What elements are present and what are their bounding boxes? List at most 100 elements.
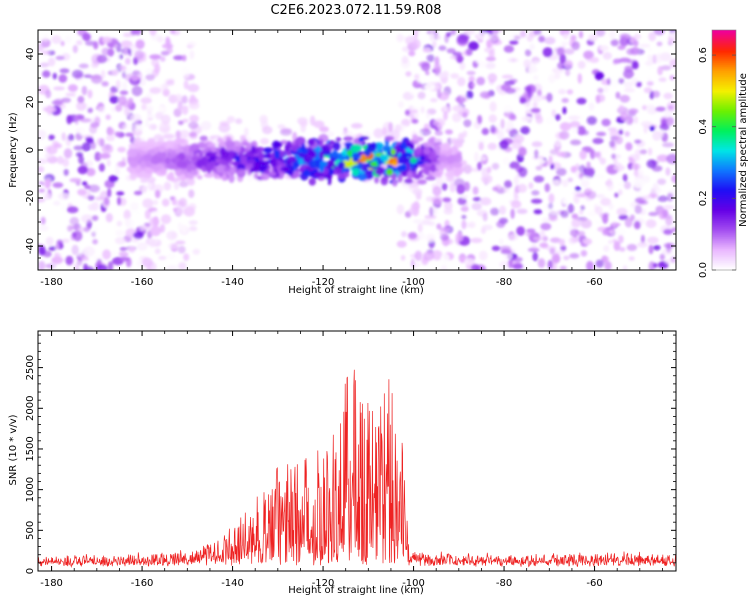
- heatmap-cell: [408, 232, 418, 240]
- x-tick-label: -140: [221, 578, 244, 589]
- colorbar-cell: [712, 72, 736, 75]
- heatmap-cell: [533, 209, 543, 215]
- heatmap-cell: [67, 84, 78, 92]
- heatmap-cell: [352, 167, 359, 177]
- heatmap-cell: [87, 203, 96, 211]
- heatmap-cell: [374, 168, 385, 176]
- heatmap-cell: [662, 142, 674, 148]
- colorbar-cell: [712, 74, 736, 77]
- heatmap-cell: [42, 33, 49, 43]
- heatmap-cell: [414, 160, 424, 166]
- heatmap-cell: [62, 158, 70, 167]
- heatmap-cell: [122, 32, 133, 38]
- heatmap-cell: [433, 118, 446, 127]
- heatmap-cell: [197, 175, 203, 180]
- heatmap-cell: [491, 245, 501, 251]
- heatmap-cell: [408, 207, 418, 216]
- heatmap-cell: [73, 145, 84, 151]
- heatmap-cell: [600, 197, 611, 206]
- heatmap-cell: [528, 182, 534, 190]
- heatmap-cell: [562, 106, 567, 115]
- colorbar-cell: [712, 124, 736, 127]
- x-tick-label: -100: [402, 578, 425, 589]
- colorbar-cell: [712, 46, 736, 49]
- heatmap-cell: [199, 135, 208, 142]
- heatmap-cell: [163, 181, 172, 191]
- heatmap-cell: [523, 59, 531, 69]
- heatmap-cell: [130, 113, 142, 123]
- heatmap-cell: [244, 127, 249, 137]
- heatmap-cell: [61, 203, 66, 213]
- heatmap-cell: [72, 69, 84, 79]
- snr-xlabel: Height of straight line (km): [288, 585, 424, 596]
- y-tick-label: 1500: [25, 436, 36, 461]
- heatmap-cell: [445, 154, 455, 164]
- heatmap-cell: [107, 188, 112, 198]
- heatmap-cell: [38, 245, 46, 256]
- heatmap-cell: [158, 137, 165, 143]
- heatmap-cell: [151, 210, 161, 215]
- heatmap-cell: [556, 167, 567, 176]
- heatmap-cell: [524, 49, 532, 57]
- heatmap-cell: [419, 155, 425, 161]
- heatmap-cell: [94, 151, 102, 162]
- heatmap-cell: [432, 186, 442, 196]
- x-tick-label: -160: [131, 277, 154, 288]
- heatmap-cell: [652, 263, 658, 268]
- heatmap-cell: [533, 75, 539, 81]
- heatmap-cell: [663, 228, 673, 235]
- heatmap-cell: [647, 107, 658, 115]
- colorbar-cell: [712, 104, 736, 107]
- heatmap-cell: [571, 213, 579, 220]
- heatmap-cell: [280, 166, 290, 172]
- colorbar-cell: [712, 202, 736, 205]
- heatmap-cell: [78, 155, 85, 165]
- heatmap-cell: [446, 165, 451, 172]
- heatmap-cell: [519, 30, 527, 38]
- heatmap-cell: [57, 192, 70, 200]
- heatmap-cell: [154, 248, 161, 255]
- heatmap-cell: [280, 128, 292, 136]
- heatmap-cell: [149, 30, 157, 36]
- heatmap-cell: [425, 233, 436, 243]
- heatmap-cell: [557, 62, 566, 70]
- heatmap-cell: [582, 238, 592, 245]
- y-tick-label: 40: [25, 48, 36, 61]
- colorbar-cell: [712, 108, 736, 111]
- heatmap-cell: [648, 244, 654, 255]
- colorbar-cell: [712, 258, 736, 261]
- colorbar-cell: [712, 172, 736, 175]
- colorbar-cell: [712, 130, 736, 133]
- heatmap-cell: [51, 256, 63, 265]
- x-tick-label: -80: [496, 578, 512, 589]
- heatmap-cell: [173, 55, 185, 61]
- heatmap-cell: [144, 209, 151, 220]
- x-tick-label: -120: [312, 578, 335, 589]
- heatmap-cell: [481, 224, 493, 231]
- heatmap-cell: [569, 121, 581, 128]
- heatmap-cell: [133, 190, 143, 196]
- heatmap-cell: [203, 172, 214, 178]
- colorbar-cell: [712, 244, 736, 247]
- heatmap-cell: [166, 252, 177, 260]
- heatmap-cell: [412, 170, 417, 179]
- heatmap-cell: [286, 140, 292, 150]
- heatmap-cell: [148, 217, 160, 228]
- heatmap-cell: [470, 82, 476, 88]
- heatmap-cell: [124, 217, 131, 227]
- heatmap-cell: [157, 105, 166, 113]
- heatmap-cell: [417, 232, 425, 240]
- heatmap-cell: [533, 175, 545, 183]
- heatmap-cell: [400, 255, 406, 261]
- heatmap-cell: [438, 45, 447, 51]
- heatmap-cell: [131, 122, 143, 132]
- heatmap-cell: [217, 137, 223, 143]
- heatmap-cell: [434, 138, 443, 143]
- heatmap-cell: [657, 178, 667, 185]
- heatmap-cell: [669, 58, 676, 68]
- heatmap-cell: [130, 75, 140, 81]
- colorbar-cell: [712, 42, 736, 45]
- heatmap-cell: [618, 78, 625, 84]
- heatmap-cell: [175, 240, 186, 245]
- colorbar-tick-label: 0.6: [698, 47, 709, 63]
